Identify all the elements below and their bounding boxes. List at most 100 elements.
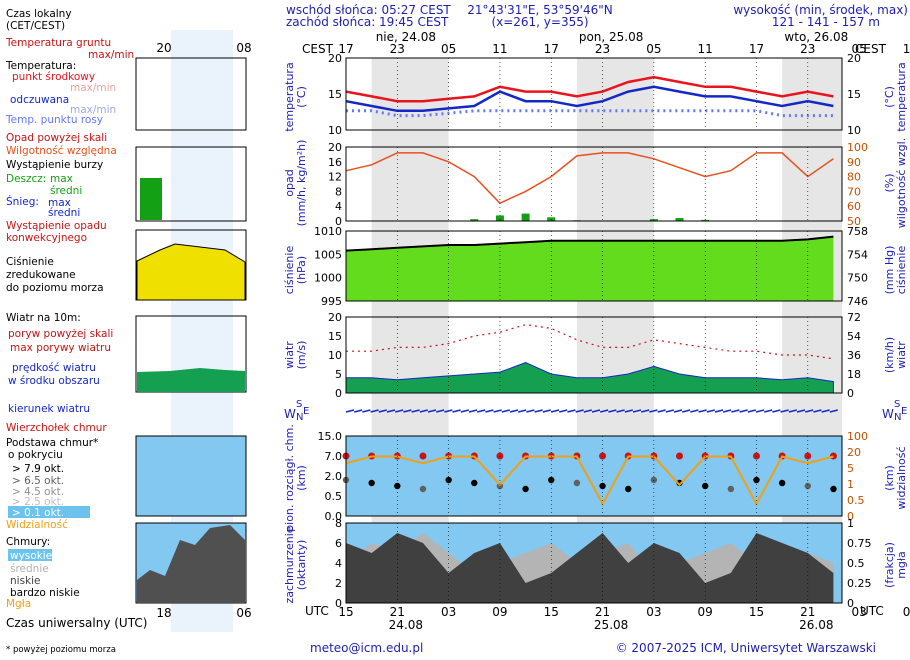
y-tick-right: 750: [847, 272, 868, 285]
wind-direction-arrow: [526, 409, 535, 413]
y-tick-left: 1000: [314, 272, 342, 285]
y-tick-right: 0: [847, 597, 854, 610]
legend-conv2: konwekcyjnego: [6, 232, 87, 244]
legend-direction: kierunek wiatru: [8, 403, 90, 415]
y-tick-right: 754: [847, 248, 868, 261]
cloud-base-dot: [701, 482, 709, 490]
wind-title-l2: (m/s): [295, 341, 308, 370]
legend-speed2: w środku obszaru: [8, 375, 100, 387]
wind-direction-arrow: [616, 409, 625, 413]
humidity-line: [345, 152, 834, 205]
cloud-top-dot: [829, 452, 837, 460]
cloud-base-dot: [471, 479, 478, 487]
legend-mid-minmax: max/min: [70, 82, 116, 94]
night-band: [576, 58, 654, 603]
wind-direction-arrow: [641, 409, 650, 413]
compass-e-right: E: [901, 406, 907, 417]
legend-vlow-clouds: bardzo niskie: [10, 587, 80, 599]
wind-direction-arrow: [624, 409, 633, 413]
legend-ok25: > 2.5 okt.: [12, 496, 64, 508]
wind-direction-arrow: [788, 409, 797, 413]
y-tick-right: 0.75: [847, 537, 872, 550]
precip-title-l1: opad: [283, 169, 296, 196]
felt-temperature-line: [345, 85, 834, 113]
gust-line: [346, 323, 834, 360]
top-day-label: wto, 26.08: [784, 30, 848, 44]
y-tick-right: 746: [847, 295, 868, 308]
cov-title-l2: (oktanty): [295, 540, 308, 591]
utc-right: UTC: [860, 604, 884, 618]
bottom-hour-label: 21: [390, 605, 405, 619]
visibility-line: [345, 455, 834, 507]
y-tick-right: 5: [847, 462, 854, 475]
legend-pressure2: zredukowane: [6, 269, 76, 281]
legend-cloud-base1: Podstawa chmur*: [6, 437, 98, 449]
legend-pressure-area: [136, 243, 246, 301]
cloud-base-dot: [727, 485, 735, 493]
y-tick-right: 758: [847, 225, 868, 238]
cloud-top-dot: [419, 452, 427, 460]
legend-rain-max: max: [50, 173, 73, 185]
wind-direction-arrow: [575, 409, 584, 413]
y-tick-right: 70: [847, 185, 861, 198]
legend-local-time-sub: (CET/CEST): [6, 20, 65, 32]
cloud-title-r1: (km): [883, 465, 896, 491]
cloud-base-dot: [573, 479, 581, 487]
compass-s-right: S: [894, 399, 900, 410]
bottom-hour-label: 15: [338, 605, 353, 619]
legend-temperature: Temperatura:: [5, 60, 76, 72]
rain-bar: [675, 218, 684, 221]
wind-direction-arrow: [485, 409, 494, 413]
wind-direction-arrow: [550, 409, 560, 413]
wind-direction-arrow: [411, 409, 420, 413]
y-tick-left: 4: [335, 200, 342, 213]
wind-direction-arrow: [673, 409, 683, 413]
legend-wind-area: [137, 368, 245, 392]
sunset-text: zachód słońca: 19:45 CEST: [286, 15, 449, 29]
axis-titles: CEST CEST UTC UTC temperatura (°C) (°C) …: [283, 42, 908, 618]
legend-precip-bar: [140, 178, 162, 220]
wind-direction-arrow: [714, 409, 724, 413]
legend-pressure1: Ciśnienie: [6, 256, 54, 268]
legend-felt: odczuwana: [10, 94, 69, 106]
wind-direction-arrow: [682, 409, 691, 413]
bottom-hour-label: 09: [492, 605, 507, 619]
legend-cb-top: Wierzchołek chmur: [6, 422, 107, 434]
wind-direction-arrow: [542, 409, 551, 413]
cloud-title-l1: pion. rozciągł. chm.: [283, 424, 296, 532]
legend-storm: Wystąpienie burzy: [6, 159, 103, 171]
wind-direction-arrow: [370, 409, 379, 413]
contact-email[interactable]: meteo@icm.edu.pl: [310, 641, 423, 655]
precip-title-r2: wilgotność wzgl.: [895, 138, 908, 228]
wind-direction-arrow: [583, 409, 592, 413]
y-tick-left: 0.5: [325, 490, 343, 503]
bottom-hour-label: 03: [851, 605, 866, 619]
wind-direction-arrow: [739, 409, 748, 413]
bottom-hour-label: 15: [749, 605, 764, 619]
y-tick-left: 2: [335, 577, 342, 590]
wind-direction-arrow: [452, 409, 461, 413]
rain-bar: [470, 219, 479, 221]
top-hour-label: 17: [338, 42, 353, 56]
y-tick-right: 15: [847, 88, 861, 101]
temp-title-r1: (°C): [883, 86, 896, 108]
y-tick-right: 100: [847, 430, 868, 443]
legend-precip-above: Opad powyżej skali: [6, 132, 107, 144]
wind-direction-arrow: [460, 409, 469, 413]
y-tick-left: 0: [335, 597, 342, 610]
y-tick-right: 50: [847, 215, 861, 228]
wind-direction-arrow: [731, 409, 740, 413]
legend-rain: Deszcz:: [6, 173, 46, 185]
bottom-hour-label: 09: [903, 605, 910, 619]
y-tick-left: 4: [335, 557, 342, 570]
utc-left: UTC: [305, 604, 329, 618]
legend-utc-18: 18: [156, 606, 171, 620]
y-tick-left: 15: [328, 330, 342, 343]
bottom-day-label: 24.08: [389, 618, 423, 632]
y-tick-right: 72: [847, 311, 861, 324]
y-tick-left: 7.0: [325, 450, 343, 463]
cloud-base-dot: [625, 485, 632, 493]
y-tick-left: 1010: [314, 225, 342, 238]
temp-title-l1: temperatura: [283, 62, 296, 131]
wind-direction-arrow: [518, 409, 527, 413]
